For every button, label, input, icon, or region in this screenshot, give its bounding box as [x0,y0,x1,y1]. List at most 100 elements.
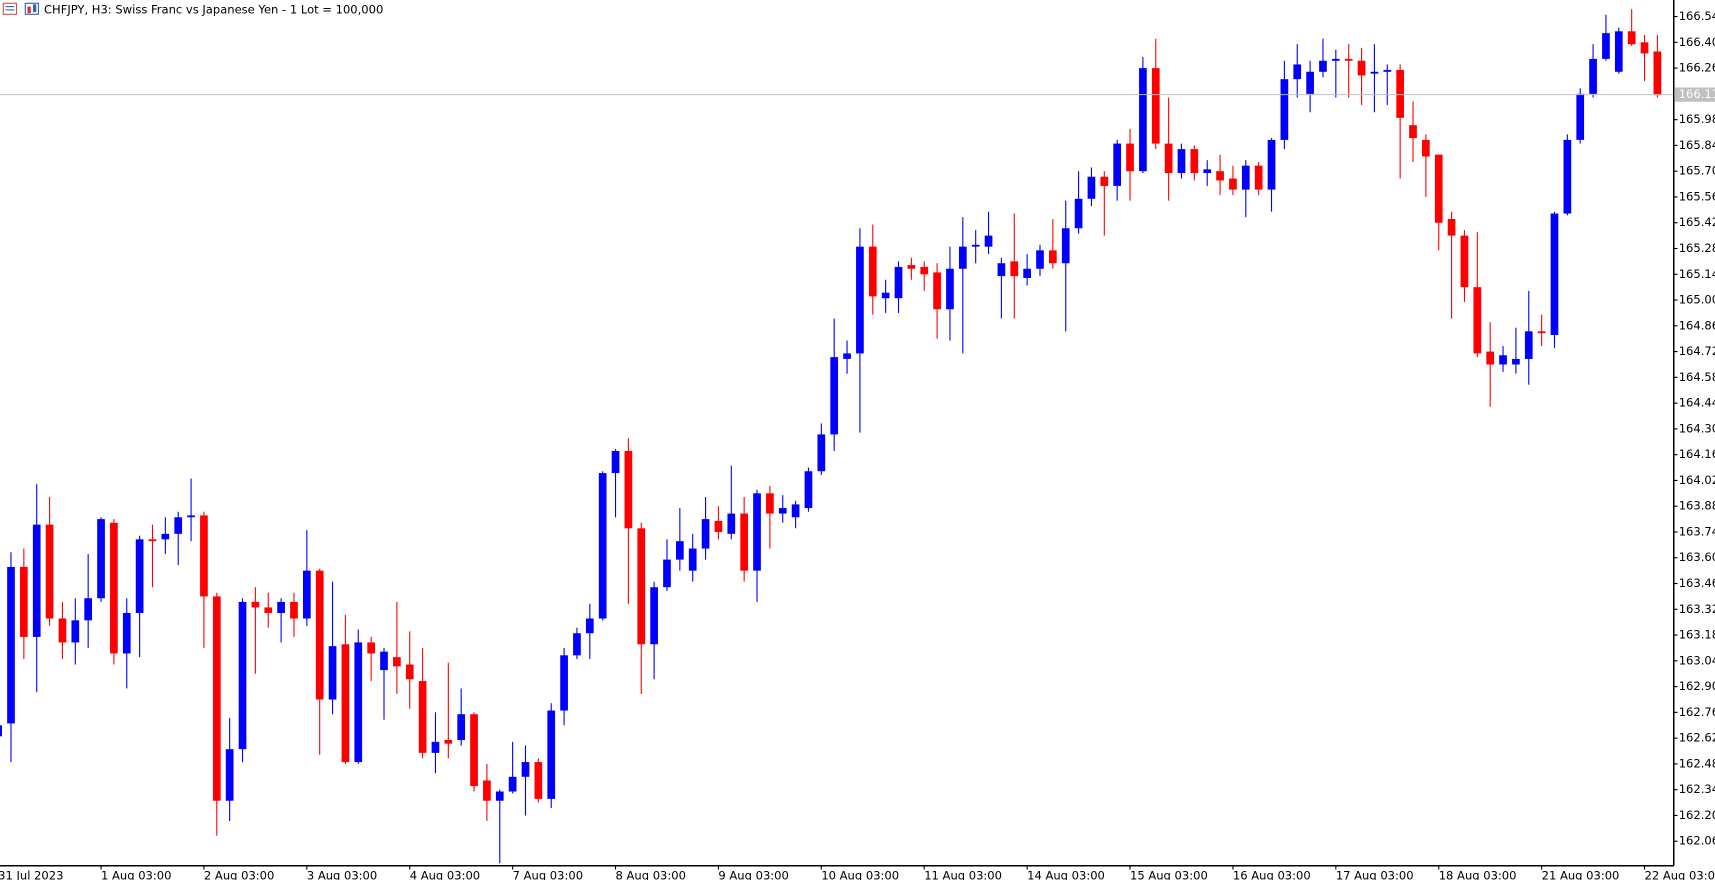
candle-body [1396,69,1404,118]
candle-body [7,566,15,724]
x-tick-label: 18 Aug 03:00 [1439,869,1517,880]
x-tick-label: 15 Aug 03:00 [1130,869,1208,880]
candle-body [444,739,453,744]
last-price-label: 166.116 [1679,87,1715,101]
y-tick-label: 165.980 [1679,112,1715,126]
x-tick-label: 17 Aug 03:00 [1336,869,1414,880]
candle-body [58,618,67,643]
candle-body [418,681,427,753]
candle-body [920,266,929,275]
candle-body [1100,176,1109,186]
y-tick-label: 163.180 [1679,628,1715,642]
y-tick-label: 165.140 [1679,267,1715,281]
candle-body [1164,143,1173,174]
y-tick-label: 163.460 [1679,576,1715,590]
icon-bar [32,4,37,13]
candle-body [894,266,903,299]
candle-body [688,548,697,571]
candle-body [534,762,543,799]
candle-body [997,263,1006,277]
candle-body [1049,250,1057,264]
candle-body [560,655,568,711]
y-tick-label: 164.860 [1679,318,1715,332]
candle-body [135,539,144,613]
candle-body [753,493,761,571]
candle-body [1344,58,1353,61]
x-tick-label: 10 Aug 03:00 [821,869,899,880]
candle-body [766,493,774,514]
candle-body [778,508,787,514]
candle-body [84,598,93,621]
candle-body [817,434,826,472]
y-tick-label: 166.400 [1679,35,1715,49]
candle-body [573,633,581,656]
candle-body [1306,71,1314,94]
candle-body [1589,58,1597,94]
candle-body [1216,171,1224,181]
y-tick-label: 163.040 [1679,653,1715,667]
candle-body [97,519,105,599]
candle-body [598,473,607,619]
candle-body [45,524,54,619]
y-tick-label: 164.440 [1679,396,1715,410]
candle-body [71,620,80,643]
y-tick-label: 164.720 [1679,344,1715,358]
candle-body [1036,250,1044,269]
icon-list [2,2,18,15]
candle-body [367,642,375,654]
y-tick-label: 162.760 [1679,705,1715,719]
candle-body [1499,355,1507,365]
y-tick-label: 162.900 [1679,679,1715,693]
candle-body [1434,154,1443,223]
y-tick-label: 162.480 [1679,756,1715,770]
candle-body [1422,139,1430,157]
candle-body [1524,331,1533,359]
candle-body [1473,287,1482,354]
candle-body [971,244,980,247]
candle-body [856,246,864,354]
candle-body [1177,149,1186,174]
candle-body [457,714,466,740]
candle-body [1113,143,1122,186]
candle-body [1254,165,1263,190]
y-tick-label: 164.580 [1679,370,1715,384]
candle-body [1280,79,1289,140]
y-tick-label: 164.300 [1679,421,1715,435]
candle-body [946,268,954,310]
candle-body [1576,93,1585,140]
icon-bar [27,6,31,14]
candle-body [1190,149,1199,174]
y-tick-label: 162.620 [1679,731,1715,745]
candle-body [1319,60,1327,72]
x-tick-label: 11 Aug 03:00 [924,869,1002,880]
candle-body [1151,68,1160,144]
x-tick-label: 16 Aug 03:00 [1233,869,1311,880]
y-tick-label: 164.160 [1679,447,1715,461]
candle-body [663,559,671,588]
y-tick-label: 165.700 [1679,164,1715,178]
candle-body [174,517,183,534]
x-tick-label: 14 Aug 03:00 [1027,869,1105,880]
y-tick-label: 165.420 [1679,215,1715,229]
candle-body [238,601,247,750]
last-price-box [1674,87,1715,102]
candle-body [1614,31,1623,72]
candle-body [20,566,28,637]
candle-body [200,515,208,597]
candle-body [393,657,401,667]
candle-body [585,618,594,634]
candle-body [624,450,633,529]
x-tick-label: 22 Aug 03:00 [1645,869,1715,880]
candle-body [830,357,839,435]
candle-body [907,265,916,269]
candle-body [431,741,440,753]
y-tick-label: 165.000 [1679,293,1715,307]
candle-body [1563,139,1572,214]
candle-body [1640,42,1649,54]
candle-body [277,601,285,613]
candle-body [1267,139,1276,190]
candle-body [521,762,530,777]
icon-chart [24,2,40,15]
